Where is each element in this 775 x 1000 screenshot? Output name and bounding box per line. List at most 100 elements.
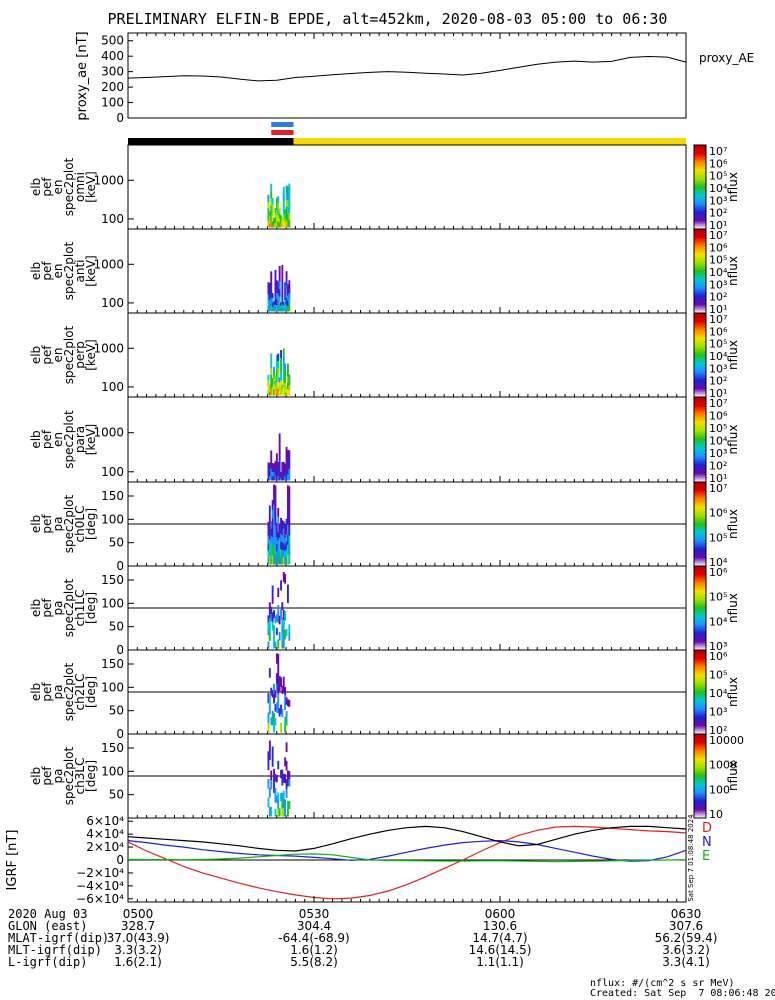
spectrogram-ylabel-line: pa	[51, 601, 65, 616]
spectrogram-pixel	[282, 542, 285, 551]
spectrogram-pixel	[278, 808, 281, 817]
spectrogram-pixel	[284, 305, 287, 312]
spectrogram-pixel	[274, 524, 277, 536]
spectrogram-pixel	[277, 202, 280, 209]
spectrogram-pixel	[284, 724, 287, 733]
spectrogram-pixel	[278, 557, 281, 565]
spectrogram-ylabel-line: [deg]	[84, 760, 98, 792]
igrf-ytick-label: 2×10⁴	[86, 840, 124, 854]
spectrogram-pixel	[271, 527, 274, 538]
spectrogram-pixel	[285, 460, 288, 468]
spectrogram-ylabel-line: pa	[51, 517, 65, 532]
spectrogram-pixel	[271, 509, 274, 519]
spectrogram-pixel	[284, 530, 287, 538]
colorbar-tick-label: 10⁵	[709, 170, 727, 183]
spectrogram-ylabel-line: spec2plot	[62, 662, 76, 721]
colorbar-tick-label: 10⁵	[709, 254, 727, 267]
xaxis-value: 0630	[671, 907, 702, 921]
spectrogram-pixel	[280, 380, 282, 388]
spectrogram-pixel	[282, 307, 285, 312]
spectrogram-pixel	[280, 365, 282, 373]
spectrogram-pixel	[274, 375, 277, 381]
spectrogram-pixel	[271, 293, 274, 298]
spectrogram-pixel	[285, 386, 288, 390]
spectrogram-pixel	[273, 625, 275, 634]
spectrogram-ylabel-line: [deg]	[84, 508, 98, 540]
spectrogram-pixel	[282, 364, 285, 373]
spectrogram-pixel	[273, 693, 275, 704]
spectrogram-pixel	[271, 390, 274, 396]
orbit-bar-night	[128, 138, 294, 145]
spectrogram-pixel	[281, 777, 284, 786]
colorbar-tick-label: 10	[709, 808, 723, 821]
spectrogram-ytick-label: 100	[101, 465, 124, 479]
spectrogram-pixel	[288, 374, 291, 381]
spectrogram-ytick-label: 50	[109, 704, 124, 718]
spectrogram-pixel	[285, 284, 288, 292]
spectrogram-pixel	[277, 462, 280, 467]
xaxis-row-1: GLON (east)	[8, 920, 87, 932]
spectrogram-pixel	[275, 381, 278, 389]
spectrogram-pixel	[281, 461, 284, 467]
spectrogram-pixel	[288, 534, 291, 546]
spectrogram-pixel	[284, 209, 287, 215]
spectrogram-pixel	[270, 549, 273, 558]
spectrogram-pixel	[273, 504, 275, 515]
spectrogram-pixel	[277, 531, 280, 541]
spectrogram-pixel	[277, 653, 280, 665]
spectrogram-ylabel-line: elb	[29, 767, 43, 785]
spectrogram-ylabel-line: pef	[40, 345, 54, 365]
spectrogram-pixel	[268, 294, 271, 301]
spectrogram-pixel	[281, 287, 284, 297]
spectrogram-pixel	[280, 308, 282, 312]
spectrogram-pixel	[271, 536, 274, 547]
igrf-legend-label: D	[702, 821, 712, 836]
spectrogram-pixel	[271, 297, 274, 303]
spectrogram-pixel	[274, 809, 277, 817]
spectrogram-pixel	[277, 381, 280, 389]
spectrogram-ytick-label: 100	[101, 212, 124, 226]
spectrogram-pixel	[278, 266, 281, 274]
spectrogram-pixel	[273, 632, 275, 641]
spectrogram-pixel	[280, 722, 282, 733]
spectrogram-pixel	[287, 504, 289, 516]
spectrogram-pixel	[270, 367, 273, 375]
xaxis-row-4: L-igrf(dip)	[8, 956, 87, 968]
spectrogram-pixel	[278, 530, 281, 538]
spectrogram-pixel	[280, 372, 282, 381]
spectrogram-pixel	[268, 787, 271, 798]
spectrogram-pixel	[275, 557, 278, 565]
spectrogram-pixel	[268, 467, 271, 472]
spectrogram-pixel	[270, 717, 273, 726]
spectrogram-pixel	[277, 287, 280, 294]
spectrogram-pixel	[288, 474, 291, 481]
spectrogram-pixel	[268, 299, 271, 306]
colorbar-tick-label: 10⁴	[709, 556, 728, 569]
spectrogram-pixel	[268, 704, 271, 715]
xaxis-value: 0530	[299, 907, 330, 921]
proxy-ae-frame	[127, 32, 687, 119]
xaxis-value: 37.0(43.9)	[107, 931, 170, 945]
spectrogram-pixel	[271, 198, 274, 205]
spectrogram-pixel	[268, 288, 271, 295]
spectrogram-pixel	[275, 614, 278, 622]
spectrogram-pixel	[274, 390, 277, 396]
spectrogram-pixel	[287, 514, 289, 526]
colorbar-label: nflux	[726, 256, 740, 286]
xaxis-value: 3.3(4.1)	[662, 955, 710, 969]
spectrogram-pixel	[287, 778, 289, 787]
spectrogram-pixel	[271, 621, 274, 631]
spectrogram-pixel	[277, 683, 280, 694]
spectrogram-pixel	[280, 556, 282, 565]
xaxis-value: 14.6(14.5)	[469, 943, 532, 957]
spectrogram-ytick-label: 100	[101, 764, 124, 778]
spectrogram-pixel	[270, 291, 273, 299]
xaxis-value: 304.4	[297, 919, 331, 933]
spectrogram-pixel	[288, 183, 291, 192]
spectrogram-ylabel-line: omni	[73, 172, 87, 202]
colorbar-tick-label: 10⁷	[709, 397, 727, 410]
spectrogram-panel-frame	[127, 228, 687, 314]
spectrogram-pixel	[271, 215, 274, 222]
spectrogram-pixel	[282, 193, 285, 201]
xaxis-value: 14.7(4.7)	[472, 931, 527, 945]
